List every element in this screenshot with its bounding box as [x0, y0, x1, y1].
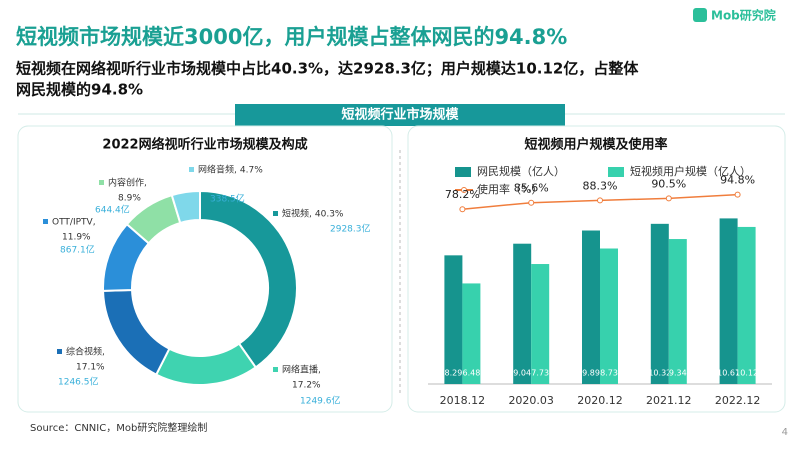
slice-percent: 8.9%	[118, 194, 141, 204]
bar-value-label: 10.12	[735, 369, 758, 378]
legend-marker	[461, 187, 467, 193]
right-panel	[407, 125, 786, 413]
logo-icon	[693, 8, 707, 22]
x-tick-label: 2021.12	[646, 394, 692, 407]
bar-value-label: 6.48	[462, 369, 480, 378]
banner	[235, 104, 565, 126]
legend-swatch	[455, 167, 471, 177]
bar	[650, 223, 669, 384]
legend-swatch	[273, 367, 278, 372]
slice-label: 短视频,	[282, 208, 312, 220]
slice-percent: 17.2%	[292, 381, 321, 391]
bar-value-label: 10.67	[717, 369, 740, 378]
slice-amount: 338.5亿	[210, 193, 245, 205]
slice-label: 内容创作,	[108, 177, 147, 189]
line-value-label: 94.8%	[720, 174, 755, 187]
bar-value-label: 8.29	[444, 369, 462, 378]
bar	[600, 248, 618, 384]
slice-amount: 1246.5亿	[58, 376, 99, 388]
x-tick-label: 2022.12	[715, 394, 761, 407]
title: 短视频市场规模近3000亿，用户规模占整体网民的94.8%	[16, 25, 567, 49]
bar	[531, 264, 550, 384]
bar-value-label: 7.73	[531, 369, 549, 378]
bar-value-label: 9.34	[669, 369, 687, 378]
donut-slice	[102, 288, 171, 376]
legend-swatch	[57, 349, 62, 354]
slice-label: 网络直播,	[282, 364, 321, 376]
line-marker	[459, 206, 466, 213]
slice-amount: 867.1亿	[60, 244, 95, 256]
legend-label: 网民规模（亿人）	[477, 164, 565, 178]
subtitle: 网民规模的94.8%	[16, 81, 143, 99]
legend-label: 使用率（%）	[477, 182, 542, 196]
slice-amount: 644.4亿	[95, 204, 130, 216]
legend-swatch	[273, 211, 278, 216]
slice-label: 网络音频,	[198, 164, 237, 176]
slice-percent: 11.9%	[62, 233, 91, 243]
bar-value-label: 9.89	[582, 369, 600, 378]
legend-swatch	[189, 167, 194, 172]
line-marker	[734, 191, 741, 198]
bar	[668, 239, 687, 384]
legend-swatch	[608, 167, 624, 177]
legend-label: 短视频用户规模（亿人）	[630, 164, 751, 178]
source: Source：CNNIC，Mob研究院整理绘制	[30, 421, 207, 434]
legend-swatch	[43, 219, 48, 224]
slice-label: OTT/IPTV,	[52, 218, 96, 228]
page-number: 4	[782, 427, 788, 438]
slice-percent: 17.1%	[76, 363, 105, 373]
line-marker	[528, 199, 535, 206]
bar-value-label: 9.04	[513, 369, 531, 378]
donut-slice	[154, 342, 258, 386]
bar	[513, 243, 532, 384]
slice-amount: 2928.3亿	[330, 223, 371, 235]
line-marker	[597, 197, 603, 204]
line-value-label: 78.2%	[445, 188, 480, 201]
chart-title: 2022网络视听行业市场规模及构成	[102, 137, 307, 153]
bar-value-label: 8.73	[600, 369, 618, 378]
left-panel	[17, 125, 393, 413]
slice-percent: 4.7%	[240, 166, 263, 176]
legend-swatch	[99, 180, 104, 185]
slice-label: 综合视频,	[66, 346, 105, 358]
bar	[737, 226, 756, 384]
bar-value-label: 10.32	[648, 369, 671, 378]
x-tick-label: 2018.12	[440, 394, 486, 407]
bar	[444, 255, 463, 384]
bar	[719, 218, 738, 384]
banner-text: 短视频行业市场规模	[341, 107, 459, 123]
chart-title: 短视频用户规模及使用率	[524, 137, 667, 153]
slice-amount: 1249.6亿	[300, 395, 341, 407]
x-tick-label: 2020.12	[577, 394, 623, 407]
line-value-label: 90.5%	[651, 177, 686, 190]
x-tick-label: 2020.03	[508, 394, 554, 407]
logo: Mob研究院	[711, 8, 776, 23]
subtitle: 短视频在网络视听行业市场规模中占比40.3%，达2928.3亿；用户规模达10.…	[16, 60, 639, 78]
bar	[462, 283, 481, 384]
slice-percent: 40.3%	[315, 210, 344, 220]
line-value-label: 88.3%	[583, 179, 618, 192]
bar	[582, 230, 600, 384]
line-marker	[665, 195, 672, 202]
line-value-label: 85.6%	[514, 182, 549, 195]
donut-slice	[170, 189, 201, 225]
